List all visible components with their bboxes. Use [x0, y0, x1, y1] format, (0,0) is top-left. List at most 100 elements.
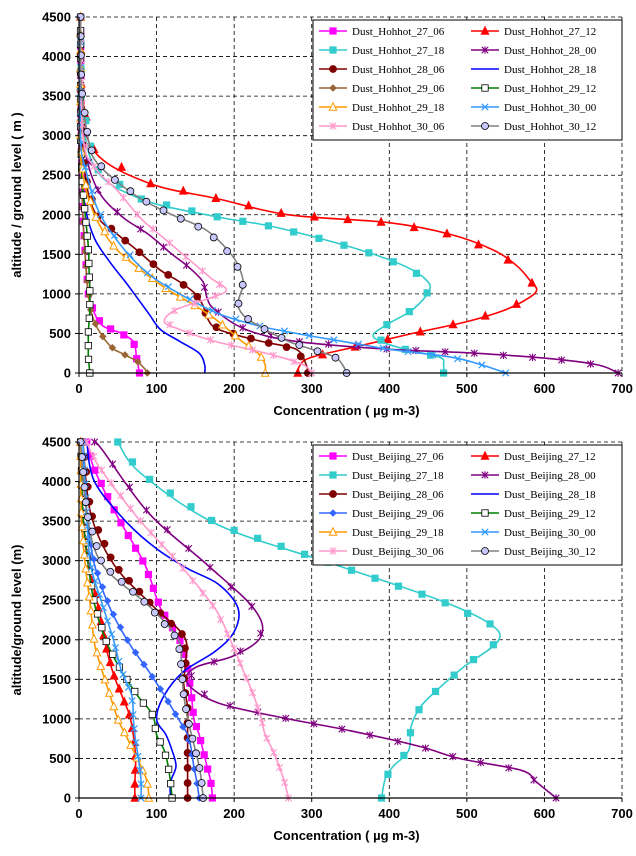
series-marker: [366, 731, 374, 739]
y-tick-label: 500: [49, 326, 71, 341]
series-marker: [206, 336, 215, 344]
series-marker: [423, 289, 431, 297]
series-marker: [300, 550, 309, 558]
legend-entry-label: Dust_Beijing_29_18: [352, 527, 444, 539]
legend-swatch-marker: [329, 509, 337, 517]
series-marker: [84, 328, 93, 336]
series-marker: [85, 314, 93, 322]
series-marker: [257, 629, 265, 638]
x-axis-label: Concentration ( µg m-3): [273, 403, 419, 418]
series-marker: [295, 341, 304, 349]
series-marker: [146, 178, 156, 188]
series-marker: [189, 708, 197, 716]
series-marker: [119, 696, 129, 706]
series-marker: [113, 207, 121, 216]
legend-entry-label: Dust_Beijing_28_00: [504, 470, 596, 482]
series-marker: [275, 763, 284, 772]
legend-entry-label: Dust_Beijing_27_18: [352, 470, 444, 482]
series-marker: [78, 535, 88, 545]
series-marker: [109, 701, 119, 711]
series-marker: [82, 577, 92, 587]
series-marker: [242, 674, 250, 682]
series-marker: [143, 269, 152, 277]
series-marker: [88, 527, 97, 536]
series-marker: [86, 549, 94, 558]
x-tick-label: 700: [611, 806, 633, 821]
series-marker: [166, 320, 174, 329]
legend-swatch-marker: [329, 65, 337, 73]
series-marker: [431, 687, 440, 696]
legend-entry-label: Dust_Hohhot_27_12: [504, 26, 596, 38]
series-marker: [199, 589, 207, 597]
series-marker: [383, 333, 393, 343]
series-marker: [230, 330, 240, 340]
x-tick-label: 100: [146, 381, 168, 396]
series-marker: [296, 352, 305, 361]
y-tick-label: 0: [64, 791, 71, 806]
series-marker: [263, 734, 271, 742]
series-marker: [124, 683, 133, 692]
series-marker: [110, 231, 119, 240]
series-marker: [179, 280, 188, 289]
legend-entry-label: Dust_Hohhot_28_18: [504, 64, 597, 76]
series-marker: [280, 327, 289, 335]
series-marker: [164, 270, 173, 279]
series-marker: [119, 194, 128, 202]
series-marker: [81, 563, 91, 573]
series-marker: [86, 306, 95, 314]
series-marker: [188, 207, 196, 215]
series-marker: [98, 624, 106, 632]
y-tick-label: 2000: [42, 207, 71, 222]
legend-entry-label: Dust_Hohhot_27_18: [352, 45, 445, 57]
series-marker: [305, 332, 313, 340]
series-marker: [470, 349, 478, 357]
series-marker: [90, 452, 98, 461]
series-marker: [111, 644, 120, 652]
series-marker: [149, 225, 157, 233]
series-marker: [269, 351, 277, 360]
x-tick-label: 400: [378, 381, 400, 396]
series-marker: [135, 248, 144, 257]
series-marker: [248, 346, 257, 354]
legend-swatch-marker: [328, 101, 338, 111]
series-marker: [86, 195, 96, 205]
series-marker: [110, 506, 118, 514]
series-marker: [84, 246, 93, 254]
legend-entry-label: Dust_Hohhot_30_12: [504, 121, 596, 133]
series-marker: [148, 672, 156, 681]
series-marker: [449, 752, 457, 761]
legend-entry-label: Dust_Hohhot_29_06: [352, 83, 445, 95]
series-marker: [109, 460, 117, 468]
series-line: [79, 16, 348, 374]
series-marker: [406, 729, 415, 737]
series-marker: [133, 210, 141, 218]
series-marker: [160, 620, 169, 628]
series-line: [93, 441, 557, 799]
series-marker: [80, 483, 89, 492]
legend-entry-label: Dust_Beijing_28_06: [352, 489, 444, 501]
series-marker: [282, 714, 290, 722]
series-marker: [200, 283, 209, 292]
series-marker: [110, 175, 119, 184]
series-marker: [175, 291, 185, 301]
series-marker: [89, 633, 99, 643]
series-marker: [418, 590, 426, 598]
series-marker: [130, 340, 138, 348]
series-marker: [191, 299, 199, 307]
legend-swatch-marker: [328, 526, 338, 536]
series-marker: [126, 504, 135, 512]
series-marker: [464, 609, 472, 617]
series-marker: [85, 273, 93, 281]
series-marker: [270, 748, 278, 757]
series-marker: [189, 577, 197, 585]
series-marker: [134, 358, 142, 366]
series-marker: [107, 479, 115, 487]
x-tick-label: 200: [223, 381, 245, 396]
series-marker: [179, 690, 188, 699]
series-marker: [130, 724, 138, 733]
y-tick-label: 1000: [42, 711, 71, 726]
legend-entry-label: Dust_Beijing_30_06: [352, 546, 444, 558]
series-marker: [247, 334, 255, 343]
legend-swatch-marker: [329, 452, 337, 460]
